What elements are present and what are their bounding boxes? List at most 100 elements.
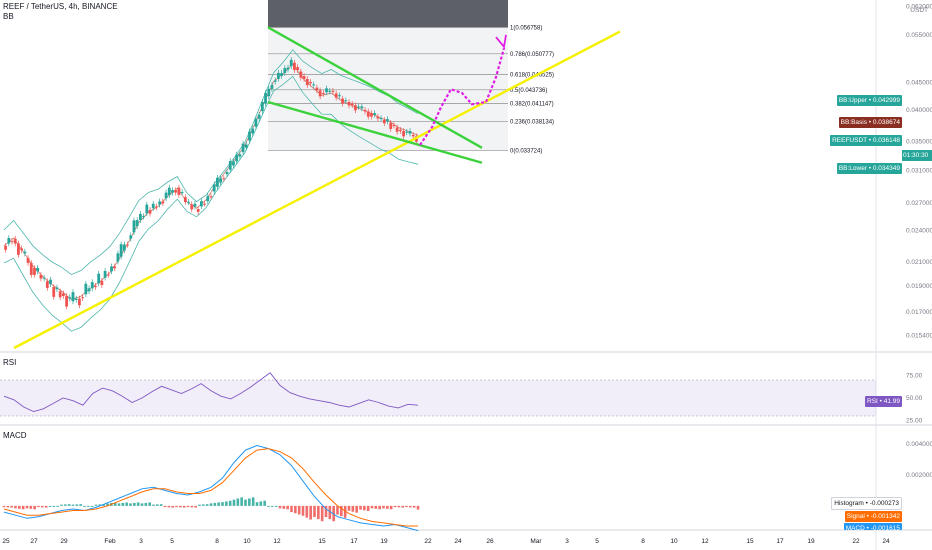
candle-body [161,201,165,204]
candle-body [341,98,344,104]
candle-body [203,203,206,205]
candle-body [350,103,354,106]
macd-histogram-bar [60,504,63,506]
candle-body [296,67,300,71]
candle-body [305,78,309,86]
macd-histogram-bar [194,505,197,508]
macd-histogram-bar [213,502,217,506]
candle-body [68,297,72,299]
candle-body [225,172,229,175]
macd-histogram-bar [129,503,132,506]
candle-body [45,281,49,288]
candle-body [180,192,184,194]
macd-histogram-bar [217,502,220,506]
candle-body [142,216,146,218]
wedge-upper-line [267,26,483,149]
macd-histogram-bar [274,505,278,507]
candle-body [411,134,415,137]
macd-histogram-bar [33,505,36,510]
candle-body [386,119,389,122]
bb-indicator-label[interactable]: BB [3,12,14,21]
candle-body [219,178,223,183]
macd-histogram-bar [343,505,347,518]
macd-histogram-bar [148,502,151,506]
candle-body [257,114,261,119]
macd-histogram-bar [167,505,171,508]
macd-histogram-bar [117,503,121,506]
macd-histogram-bar [41,505,44,508]
time-tick-label: 12 [273,538,281,545]
candle-body [174,190,178,193]
candle-body [389,122,393,129]
fib-level-label: 0.786(0.050777) [510,52,554,58]
candle-body [222,178,226,180]
candle-body [81,297,85,299]
candle-body [155,206,158,208]
projection-arrowhead [495,34,507,49]
price-tick-label: 0.062000 [906,4,932,11]
candle-body [122,244,126,251]
candle-body [363,109,367,112]
macd-histogram-bar [182,505,186,508]
price-tick-label: 0.045000 [906,79,932,86]
macd-histogram-bar [140,503,144,506]
reefusdt-tag: REEFUSDT • 0.036148 [830,135,902,146]
time-tick-label: Feb [104,538,116,545]
rsi-pane-label[interactable]: RSI [3,358,17,367]
candle-body [331,90,335,92]
macd-histogram-bar [282,505,286,509]
candle-body [293,62,296,71]
fib-level-label: 1(0.056758) [510,26,542,32]
rsi-tick-label: 75.00 [906,373,923,380]
candle-body [29,262,33,275]
candle-body [289,59,293,67]
price-tick-label: 0.024000 [906,228,932,235]
candle-body [360,106,364,109]
macd-histogram-bar [113,502,117,506]
rsi-tick-label: 25.00 [906,418,923,425]
candle-body [382,119,386,124]
candle-body [267,88,271,97]
price-tick-label: 0.035000 [906,139,932,146]
time-tick-label: 10 [670,538,678,545]
price-tick-label: 0.021000 [906,259,932,266]
macd-histogram-bar [133,502,136,506]
macd-histogram-bar [75,504,79,506]
macd-histogram-bar [347,505,351,511]
rsi-tick-label: 50.00 [906,395,923,402]
candle-body [312,84,316,86]
macd-histogram-bar [121,502,125,506]
time-tick-label: 12 [701,538,709,545]
candle-body [193,203,197,207]
macd-histogram-bar [205,504,209,506]
time-tick-label: 22 [852,538,860,545]
macd-histogram-bar [382,505,385,509]
signal-value-tag: Signal • -0.001342 [844,511,902,522]
candle-body [106,274,110,276]
candle-body [164,192,168,199]
macd-histogram-bar [198,504,201,506]
fib-level-label: 0.236(0.038134) [510,119,554,125]
macd-pane-label[interactable]: MACD [3,431,27,440]
candle-body [4,245,8,250]
macd-histogram-bar [336,505,339,515]
candle-body [13,238,17,244]
fib-level-label: 0(0.033724) [510,148,542,154]
candle-body [151,203,155,209]
candle-body [402,131,405,137]
candle-body [7,238,11,244]
fib-level-label: 0.5(0.043736) [510,88,547,94]
candle-body [84,283,88,295]
candle-body [235,154,239,162]
candle-body [113,266,117,269]
macd-histogram-bar [359,505,362,510]
candle-body [318,90,322,97]
fib-retracement-box [268,27,508,151]
candle-body [212,184,216,192]
candle-body [408,131,412,134]
macd-histogram-bar [393,505,397,508]
bb-basis-tag: BB:Basis • 0.038674 [838,117,902,128]
wedge-lower-line [267,100,483,164]
candle-body [74,298,78,300]
